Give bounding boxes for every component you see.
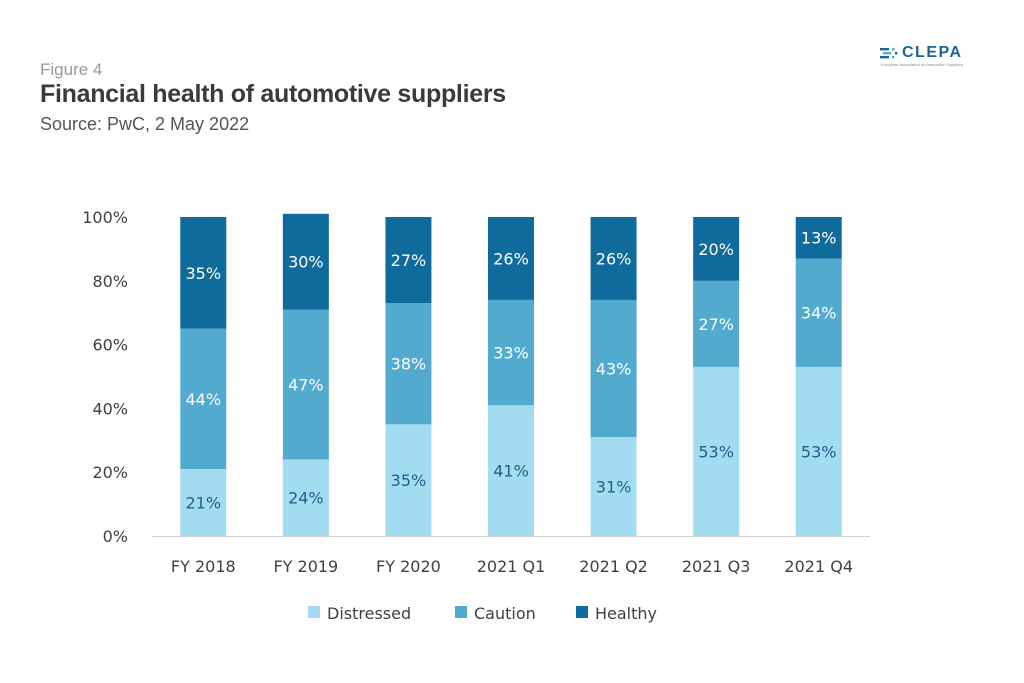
bar-segment-distressed — [590, 437, 637, 536]
data-label: 27% — [391, 251, 427, 270]
data-label: 35% — [391, 471, 427, 490]
bar-segment-healthy — [590, 217, 637, 300]
y-tick-label: 80% — [92, 272, 128, 291]
data-label: 13% — [801, 229, 837, 248]
chart-source: Source: PwC, 2 May 2022 — [40, 114, 250, 134]
x-category-label: 2021 Q4 — [784, 557, 853, 576]
legend-swatch-caution — [455, 606, 467, 618]
clepa-logo-icon — [880, 48, 898, 59]
legend-label-caution: Caution — [474, 604, 536, 623]
clepa-logo: CLEPA European Association of Automotive… — [880, 44, 980, 70]
logo-tagline: European Association of Automotive Suppl… — [881, 62, 963, 67]
bar-segment-healthy — [488, 217, 534, 300]
bar-segment-caution — [590, 299, 637, 438]
bar-segment-distressed — [488, 405, 534, 536]
bar-segment-caution — [795, 258, 842, 367]
bar-segment-healthy — [180, 217, 227, 329]
bar-segment-caution — [693, 280, 740, 367]
data-label: 53% — [698, 442, 734, 461]
x-category-label: 2021 Q1 — [477, 557, 546, 576]
bar-segment-caution — [385, 303, 432, 425]
data-label: 41% — [493, 462, 529, 481]
data-label: 34% — [801, 304, 837, 323]
bar-segment-distressed — [180, 469, 227, 536]
bars — [180, 213, 842, 536]
y-tick-label: 40% — [92, 399, 128, 418]
y-tick-label: 100% — [82, 208, 128, 227]
logo-name: CLEPA — [902, 44, 963, 61]
legend-swatch-healthy — [576, 606, 588, 618]
data-label: 21% — [186, 494, 222, 513]
data-label: 47% — [288, 375, 324, 394]
data-label: 43% — [596, 360, 632, 379]
x-category-label: FY 2018 — [171, 557, 236, 576]
y-tick-label: 60% — [92, 336, 128, 355]
legend: Distressed Caution Healthy — [308, 604, 657, 623]
bar-segment-healthy — [385, 217, 432, 304]
bar-segment-healthy — [282, 213, 329, 310]
data-label: 24% — [288, 489, 324, 508]
data-label: 53% — [801, 442, 837, 461]
bar-segment-caution — [180, 328, 227, 470]
data-label: 33% — [493, 344, 529, 363]
legend-label-distressed: Distressed — [327, 604, 411, 623]
bar-segment-caution — [488, 299, 534, 406]
x-category-label: 2021 Q2 — [579, 557, 648, 576]
bar-segment-distressed — [282, 459, 329, 536]
bar-segment-distressed — [795, 366, 842, 536]
x-category-label: 2021 Q3 — [682, 557, 751, 576]
data-label: 44% — [186, 390, 222, 409]
data-labels: 21% 44% 35% 24% 47% 30% 35% 38% 27% 41% 33% 26% 31% 4… — [186, 229, 837, 513]
x-category-label: FY 2019 — [273, 557, 338, 576]
data-label: 26% — [596, 249, 632, 268]
data-label: 20% — [698, 240, 734, 259]
y-axis: 0% 20% 40% 60% 80% 100% — [82, 208, 870, 546]
x-category-label: FY 2020 — [376, 557, 441, 576]
data-label: 31% — [596, 478, 632, 497]
bar-segment-healthy — [693, 217, 740, 281]
chart-title: Financial health of automotive suppliers — [40, 80, 506, 108]
y-tick-label: 0% — [103, 527, 128, 546]
bar-segment-caution — [282, 309, 329, 460]
bar-segment-distressed — [385, 424, 432, 536]
bar-segment-distressed — [693, 366, 740, 536]
x-axis: FY 2018 FY 2019 FY 2020 2021 Q1 2021 Q2 2021 … — [171, 557, 853, 576]
data-label: 35% — [186, 264, 222, 283]
data-label: 30% — [288, 253, 324, 272]
legend-swatch-distressed — [308, 606, 320, 618]
y-tick-label: 20% — [92, 463, 128, 482]
figure-label: Figure 4 — [40, 60, 103, 79]
data-label: 26% — [493, 249, 529, 268]
data-label: 27% — [698, 315, 734, 334]
data-label: 38% — [391, 355, 427, 374]
bar-segment-healthy — [795, 217, 842, 259]
legend-label-healthy: Healthy — [595, 604, 657, 623]
